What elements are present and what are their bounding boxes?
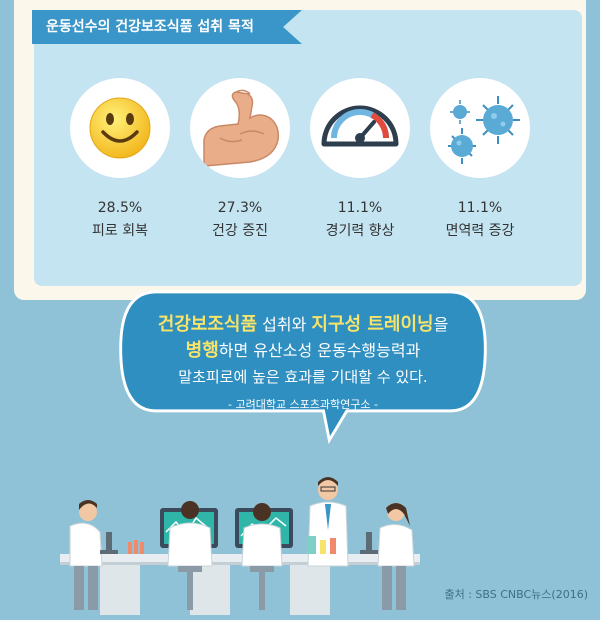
stat-value: 27.3% <box>217 200 263 216</box>
bubble-source: - 고려대학교 스포츠과학연구소 - <box>228 398 378 411</box>
speedometer-icon <box>321 105 399 147</box>
flexed-arm-icon <box>203 89 280 167</box>
stat-value: 28.5% <box>97 200 143 216</box>
stat-icon-circle <box>310 78 410 178</box>
bubble-content: 건강보조식품 섭취와 지구성 트레이닝을 병행하면 유산소성 운동수행능력과 말… <box>112 312 494 412</box>
stat-icon-circle <box>430 78 530 178</box>
highlight-endurance-training: 지구성 트레이닝 <box>311 314 434 335</box>
beaker-icon <box>308 536 336 554</box>
speech-bubble <box>119 290 487 444</box>
lab-scientists-illustration <box>60 477 420 615</box>
bubble-text-segment: 섭취와 <box>257 315 312 334</box>
stat-icon-circle <box>190 78 290 178</box>
section-title: 운동선수의 건강보조식품 섭취 목적 <box>46 19 254 35</box>
bubble-text-segment: 을 <box>433 315 449 334</box>
stat-label: 면역력 증강 <box>445 223 515 239</box>
stat-performance-improvement: 11.1% 경기력 향상 <box>300 78 420 240</box>
highlight-supplements: 건강보조식품 <box>157 314 258 335</box>
highlight-combination: 병행 <box>185 340 219 361</box>
stat-label: 피로 회복 <box>92 223 148 239</box>
bubble-line-2: 병행하면 유산소성 운동수행능력과 <box>112 338 494 364</box>
stat-value: 11.1% <box>337 200 383 216</box>
stat-health-improvement: 27.3% 건강 증진 <box>180 78 300 240</box>
stat-immunity-boost: 11.1% 면역력 증강 <box>420 78 540 240</box>
title-ribbon: 운동선수의 건강보조식품 섭취 목적 <box>32 10 302 44</box>
bubble-line-3: 말초피로에 높은 효과를 기대할 수 있다. <box>178 368 428 386</box>
stat-label: 건강 증진 <box>212 223 268 239</box>
stat-icon-circle <box>70 78 170 178</box>
bubble-text-segment: 하면 유산소성 운동수행능력과 <box>218 341 421 360</box>
stat-label: 경기력 향상 <box>325 223 395 239</box>
virus-icon <box>448 96 520 164</box>
source-credit: 출처 : SBS CNBC뉴스(2016) <box>444 588 588 601</box>
stat-value: 11.1% <box>457 200 503 216</box>
stat-fatigue-recovery: 28.5% 피로 회복 <box>60 78 180 240</box>
smiley-icon <box>89 97 151 159</box>
bubble-line-1: 건강보조식품 섭취와 지구성 트레이닝을 <box>112 312 494 338</box>
